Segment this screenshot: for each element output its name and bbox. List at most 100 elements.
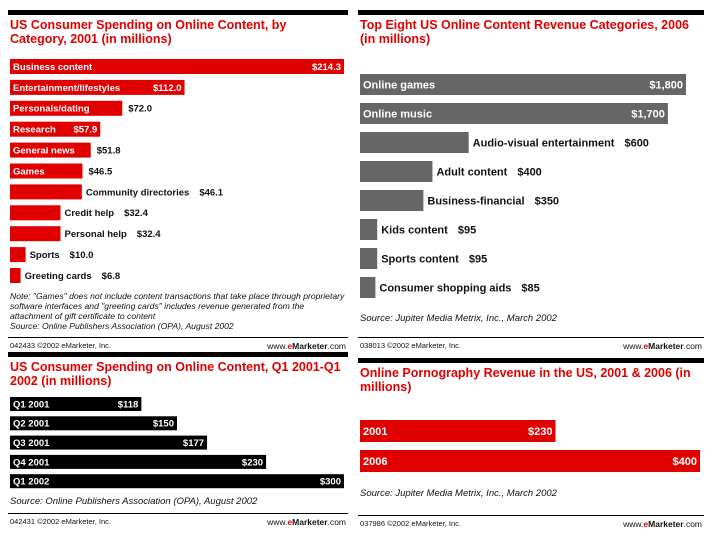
bar: [360, 74, 686, 95]
panel-title: Online Pornography Revenue in the US, 20…: [360, 366, 691, 394]
bar-chart: Online games $1,800 Online music $1,700 Audi…: [358, 72, 704, 306]
bar-chart: 2001 $230 2006 $400: [358, 416, 704, 478]
brand-e: e: [287, 517, 293, 527]
panel-top-rule: [8, 352, 348, 357]
category-label: Sports: [30, 250, 60, 261]
category-label: Q1 2001: [13, 399, 50, 410]
brand-suffix: .com: [327, 341, 346, 351]
chart-panel-quarterly: US Consumer Spending on Online Content, …: [8, 352, 348, 528]
value-label: $95: [469, 253, 487, 265]
panel-title: US Consumer Spending on Online Content, …: [10, 18, 287, 46]
source-text: Source: Jupiter Media Metrix, Inc., Marc…: [360, 313, 557, 324]
footer-id: 037986 ©2002 eMarketer, Inc.: [360, 519, 462, 528]
bar: [10, 100, 123, 116]
emarketer-logo: www.eMarketer.com: [267, 339, 346, 353]
panel-footer: 038013 ©2002 eMarketer, Inc. www.eMarket…: [358, 337, 704, 352]
bar: [10, 163, 83, 179]
brand-e: e: [643, 519, 649, 529]
bar: [10, 435, 208, 450]
brand-suffix: .com: [683, 341, 702, 351]
value-label: $57.9: [73, 125, 97, 136]
panel-footer: 037986 ©2002 eMarketer, Inc. www.eMarket…: [358, 515, 704, 530]
value-label: $10.0: [70, 250, 94, 261]
emarketer-logo: www.eMarketer.com: [623, 517, 702, 531]
brand-marketer: Marketer: [292, 341, 328, 351]
panel-footer: 042431 ©2002 eMarketer, Inc. www.eMarket…: [8, 513, 348, 528]
category-label: Consumer shopping aids: [379, 282, 511, 294]
brand-prefix: www.: [267, 517, 288, 527]
emarketer-logo: www.eMarketer.com: [267, 515, 346, 529]
value-label: $400: [673, 456, 697, 468]
chart-svg: 2001 $230 2006 $400: [360, 420, 700, 472]
bar: [10, 397, 142, 411]
value-label: $230: [528, 426, 552, 438]
value-label: $214.3: [312, 62, 341, 73]
category-label: Kids content: [381, 224, 448, 236]
emarketer-logo: www.eMarketer.com: [623, 339, 702, 353]
category-label: 2006: [363, 456, 387, 468]
bar: [10, 416, 177, 431]
value-label: $72.0: [128, 104, 152, 115]
chart-svg: Online games $1,800 Online music $1,700 Audi…: [360, 74, 686, 298]
chart-panel-porn-revenue: Online Pornography Revenue in the US, 20…: [358, 358, 704, 530]
category-label: General news: [13, 146, 75, 157]
brand-e: e: [287, 341, 293, 351]
bar: [10, 247, 26, 263]
brand-marketer: Marketer: [648, 341, 684, 351]
category-label: Q4 2001: [13, 457, 50, 468]
value-label: $1,800: [649, 79, 683, 91]
category-label: Research: [13, 125, 56, 136]
bar: [10, 474, 344, 489]
brand-prefix: www.: [267, 341, 288, 351]
bar: [360, 450, 700, 472]
value-label: $177: [183, 438, 204, 449]
value-label: $32.4: [124, 208, 148, 219]
category-label: Q1 2002: [13, 477, 49, 488]
panel-title: US Consumer Spending on Online Content, …: [10, 360, 341, 388]
category-label: Business content: [13, 62, 93, 73]
bar-chart: Business content $214.3 Entertainment/life…: [8, 55, 348, 283]
value-label: $6.8: [102, 271, 121, 282]
bar: [10, 59, 344, 74]
category-label: Sports content: [381, 253, 459, 265]
value-label: $112.0: [153, 83, 182, 94]
panel-top-rule: [358, 10, 704, 15]
value-label: $230: [242, 457, 263, 468]
category-label: Online music: [363, 108, 432, 120]
chart-panel-top-eight-2006: Top Eight US Online Content Revenue Cate…: [358, 10, 704, 352]
value-label: $600: [624, 137, 648, 149]
footer-id: 042431 ©2002 eMarketer, Inc.: [10, 517, 112, 526]
source-text: Source: Online Publishers Association (O…: [10, 321, 234, 331]
value-label: $1,700: [631, 108, 665, 120]
brand-suffix: .com: [683, 519, 702, 529]
value-label: $400: [517, 166, 541, 178]
brand-marketer: Marketer: [648, 519, 684, 529]
bar: [10, 79, 185, 95]
category-label: Community directories: [86, 187, 189, 198]
category-label: Audio-visual entertainment: [473, 137, 615, 149]
value-label: $150: [153, 419, 174, 430]
category-label: Personal help: [64, 229, 126, 240]
category-label: Online games: [363, 79, 435, 91]
value-label: $46.5: [88, 166, 112, 177]
category-label: Personals/dating: [13, 104, 90, 115]
bar: [10, 142, 91, 158]
value-label: $350: [535, 195, 559, 207]
value-label: $51.8: [97, 146, 121, 157]
brand-marketer: Marketer: [292, 517, 328, 527]
bar: [10, 205, 61, 221]
brand-suffix: .com: [327, 517, 346, 527]
bar: [360, 103, 668, 124]
category-label: Games: [13, 166, 45, 177]
panel-footer: 042433 ©2002 eMarketer, Inc. www.eMarket…: [8, 337, 348, 352]
brand-prefix: www.: [623, 519, 644, 529]
value-label: $32.4: [137, 229, 161, 240]
bar: [360, 420, 556, 442]
category-label: Business-financial: [427, 195, 524, 207]
category-label: 2001: [363, 426, 387, 438]
panel-top-rule: [358, 358, 704, 363]
value-label: $85: [521, 282, 539, 294]
panel-title: Top Eight US Online Content Revenue Cate…: [360, 18, 689, 46]
footer-id: 038013 ©2002 eMarketer, Inc.: [360, 341, 462, 350]
note-text: Note: "Games" does not include content t…: [10, 291, 345, 321]
